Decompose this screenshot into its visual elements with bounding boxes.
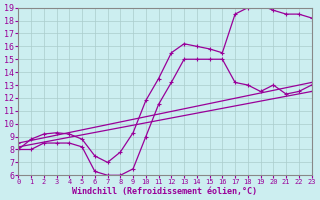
X-axis label: Windchill (Refroidissement éolien,°C): Windchill (Refroidissement éolien,°C) bbox=[72, 187, 258, 196]
